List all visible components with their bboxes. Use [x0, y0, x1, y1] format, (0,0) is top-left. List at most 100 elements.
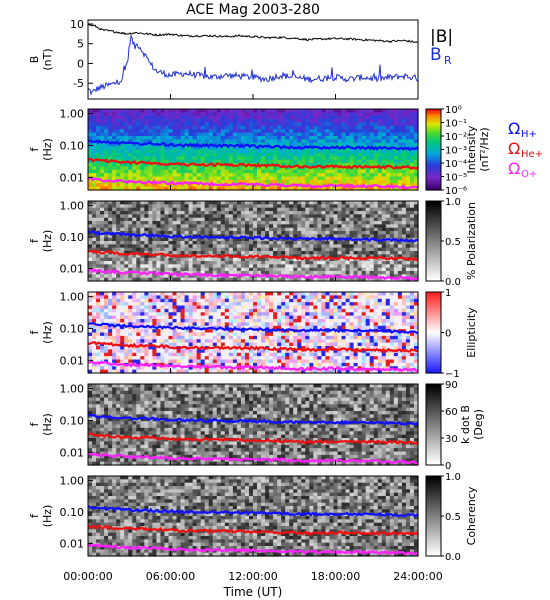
spectrogram-cell	[397, 122, 403, 127]
spectrogram-cell	[365, 244, 371, 249]
spectrogram-cell	[196, 176, 202, 181]
spectrogram-cell	[172, 166, 178, 171]
spectrogram-cell	[273, 234, 278, 239]
spectrogram-cell	[124, 257, 129, 262]
colorbar-tick-label: 1.0	[445, 197, 461, 208]
spectrogram-cell	[236, 179, 242, 184]
spectrogram-cell	[92, 179, 97, 184]
spectrogram-cell	[216, 227, 222, 232]
spectrogram-cell	[108, 267, 113, 272]
spectrogram-cell	[397, 142, 403, 147]
spectrogram-cell	[269, 149, 274, 154]
colorbar-segment	[426, 125, 441, 128]
spectrogram-cell	[160, 244, 166, 249]
spectrogram-cell	[196, 261, 202, 265]
spectrogram-cell	[156, 163, 162, 167]
spectrogram-cell	[269, 234, 274, 239]
spectrogram-cell	[188, 146, 194, 151]
spectrogram-cell	[112, 261, 117, 265]
spectrogram-cell	[220, 152, 226, 157]
spectrogram-cell	[96, 247, 101, 252]
spectrogram-cell	[236, 129, 242, 134]
spectrogram-cell	[265, 179, 270, 184]
spectrogram-cell	[88, 221, 93, 225]
spectrogram-cell	[164, 166, 170, 171]
spectrogram-cell	[140, 136, 145, 140]
spectrogram-cell	[373, 115, 379, 120]
spectrogram-cell	[148, 109, 153, 113]
spectrogram-cell	[413, 112, 419, 117]
spectrogram-cell	[124, 254, 129, 259]
spectrogram-cell	[349, 149, 355, 154]
spectrogram-cell	[253, 173, 258, 178]
spectrogram-cell	[285, 271, 290, 275]
spectrogram-cell	[257, 112, 262, 117]
spectrogram-cell	[200, 166, 206, 171]
spectrogram-cell	[313, 136, 318, 140]
spectrogram-cell	[261, 176, 266, 181]
spectrogram-cell	[220, 112, 226, 117]
spectrogram-cell	[273, 227, 278, 232]
spectrogram-cell	[373, 271, 379, 275]
spectrogram-cell	[257, 264, 262, 269]
spectrogram-cell	[116, 152, 121, 157]
spectrogram-cell	[385, 204, 391, 209]
spectrogram-cell	[180, 214, 186, 219]
spectrogram-cell	[297, 159, 302, 164]
spectrogram-cell	[220, 267, 226, 272]
spectrogram-cell	[361, 231, 367, 235]
spectrogram-cell	[168, 267, 174, 272]
spectrogram-cell	[365, 211, 371, 215]
spectrogram-cell	[369, 149, 375, 154]
spectrogram-cell	[285, 119, 290, 124]
spectrogram-cell	[313, 264, 318, 269]
spectrogram-cell	[385, 109, 391, 113]
spectrogram-cell	[389, 109, 395, 113]
spectrogram-cell	[212, 109, 218, 113]
spectrogram-cell	[309, 231, 314, 235]
spectrogram-cell	[208, 146, 214, 151]
spectrogram-cell	[405, 149, 411, 154]
spectrogram-cell	[208, 119, 214, 124]
spectrogram-cell	[140, 241, 145, 245]
spectrogram-cell	[176, 139, 182, 144]
spectrogram-cell	[144, 146, 149, 151]
spectrogram-cell	[192, 207, 198, 212]
spectrogram-cell	[224, 152, 230, 157]
spectrogram-cell	[172, 237, 178, 242]
spectrogram-cell	[305, 261, 310, 265]
spectrogram-cell	[265, 201, 270, 205]
spectrogram-cell	[277, 264, 282, 269]
spectrogram-cell	[156, 109, 162, 113]
spectrogram-cell	[176, 183, 182, 188]
spectrogram-cell	[261, 149, 266, 154]
spectrogram-cell	[244, 112, 250, 117]
spectrogram-cell	[244, 241, 250, 245]
colorbar-segment	[426, 165, 441, 169]
spectrogram-cell	[329, 214, 335, 219]
spectrogram-cell	[176, 227, 182, 232]
spectrogram-cell	[409, 136, 415, 140]
spectrogram-cell	[401, 156, 407, 161]
spectrogram-cell	[273, 169, 278, 174]
spectrogram-cell	[313, 267, 318, 272]
spectrogram-cell	[405, 163, 411, 167]
spectrogram-cell	[232, 251, 238, 255]
spectrogram-cell	[240, 176, 246, 181]
spectrogram-cell	[381, 257, 387, 262]
spectrogram-cell	[353, 136, 359, 140]
spectrogram-cell	[397, 132, 403, 137]
spectrogram-cell	[244, 146, 250, 151]
spectrogram-cell	[325, 217, 331, 222]
spectrogram-cell	[413, 169, 419, 174]
spectrogram-cell	[220, 201, 226, 205]
spectrogram-cell	[381, 277, 387, 282]
spectrogram-cell	[232, 186, 238, 191]
spectrogram-cell	[228, 221, 234, 225]
spectrogram-cell	[349, 125, 355, 130]
spectrogram-cell	[309, 152, 314, 157]
spectrogram-cell	[365, 139, 371, 144]
spectrogram-cell	[261, 211, 266, 215]
spectrogram-cell	[389, 176, 395, 181]
spectrogram-cell	[116, 247, 121, 252]
